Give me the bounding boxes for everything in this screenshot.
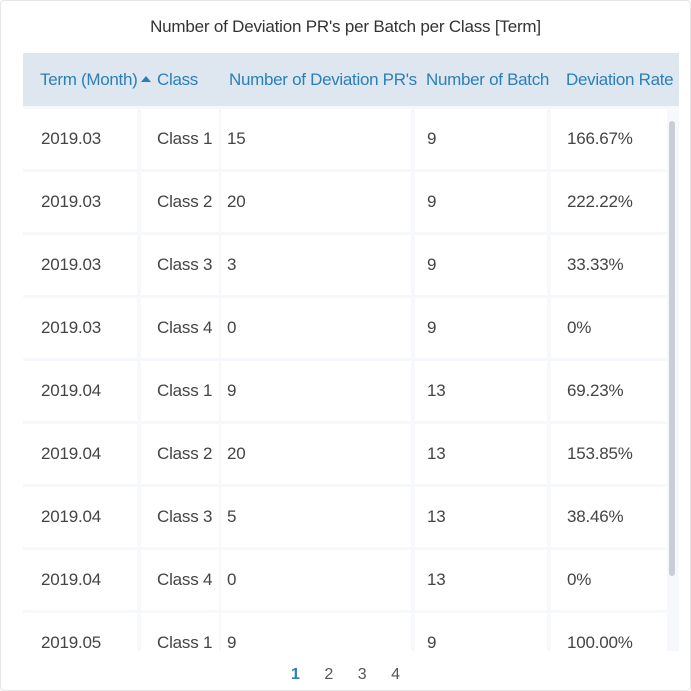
cell-class: Class 2: [141, 424, 219, 484]
table-row: 2019.04 Class 3 5 13 38.46%: [23, 484, 667, 547]
table-row: 2019.04 Class 2 20 13 153.85%: [23, 421, 667, 484]
cell-class: Class 3: [141, 487, 219, 547]
table-row: 2019.05 Class 1 9 9 100.00%: [23, 610, 667, 651]
cell-batch: 13: [415, 487, 547, 547]
cell-batch: 9: [415, 235, 547, 295]
cell-term: 2019.03: [23, 172, 137, 232]
cell-class: Class 2: [141, 172, 219, 232]
cell-deviation-prs: 0: [221, 550, 411, 610]
cell-deviation-rate: 166.67%: [551, 109, 667, 169]
page-4-link[interactable]: 4: [391, 666, 400, 683]
cell-deviation-rate: 100.00%: [551, 613, 667, 651]
cell-batch: 9: [415, 109, 547, 169]
vertical-scrollbar[interactable]: [669, 121, 675, 576]
table-header: Term (Month) Class Number of Deviation P…: [23, 53, 679, 106]
column-header-term[interactable]: Term (Month): [40, 53, 152, 106]
cell-deviation-prs: 20: [221, 424, 411, 484]
table-row: 2019.04 Class 4 0 13 0%: [23, 547, 667, 610]
cell-deviation-rate: 0%: [551, 550, 667, 610]
cell-batch: 13: [415, 361, 547, 421]
cell-class: Class 4: [141, 550, 219, 610]
column-header-class[interactable]: Class: [157, 70, 199, 89]
widget-title: Number of Deviation PR's per Batch per C…: [150, 17, 541, 36]
cell-deviation-rate: 38.46%: [551, 487, 667, 547]
cell-class: Class 3: [141, 235, 219, 295]
cell-deviation-prs: 3: [221, 235, 411, 295]
cell-term: 2019.04: [23, 424, 137, 484]
cell-term: 2019.04: [23, 550, 137, 610]
table-body[interactable]: 2019.03 Class 1 15 9 166.67% 2019.03 Cla…: [23, 106, 679, 651]
table-row: 2019.03 Class 2 20 9 222.22%: [23, 169, 667, 232]
cell-batch: 13: [415, 424, 547, 484]
cell-term: 2019.03: [23, 298, 137, 358]
column-header-batch[interactable]: Number of Batch: [426, 70, 550, 89]
page-2-link[interactable]: 2: [324, 666, 334, 683]
cell-term: 2019.04: [23, 487, 137, 547]
cell-term: 2019.04: [23, 361, 137, 421]
cell-deviation-prs: 5: [221, 487, 411, 547]
cell-batch: 13: [415, 550, 547, 610]
page-1-link[interactable]: 1: [291, 666, 300, 683]
cell-deviation-prs: 0: [221, 298, 411, 358]
cell-deviation-rate: 153.85%: [551, 424, 667, 484]
cell-deviation-prs: 9: [221, 613, 411, 651]
cell-batch: 9: [415, 613, 547, 651]
cell-batch: 9: [415, 298, 547, 358]
cell-deviation-prs: 20: [221, 172, 411, 232]
column-header-deviation-prs[interactable]: Number of Deviation PR's: [229, 70, 417, 89]
cell-deviation-prs: 9: [221, 361, 411, 421]
cell-class: Class 4: [141, 298, 219, 358]
pagination: 1 2 3 4: [1, 661, 690, 689]
table-row: 2019.03 Class 3 3 9 33.33%: [23, 232, 667, 295]
sort-up-icon[interactable]: [141, 76, 152, 83]
cell-class: Class 1: [141, 613, 219, 651]
cell-term: 2019.05: [23, 613, 137, 651]
cell-term: 2019.03: [23, 109, 137, 169]
cell-deviation-rate: 69.23%: [551, 361, 667, 421]
cell-class: Class 1: [141, 361, 219, 421]
cell-deviation-rate: 33.33%: [551, 235, 667, 295]
cell-batch: 9: [415, 172, 547, 232]
cell-deviation-rate: 222.22%: [551, 172, 667, 232]
cell-deviation-prs: 15: [221, 109, 411, 169]
column-header-deviation-rate[interactable]: Deviation Rate: [566, 70, 674, 89]
cell-class: Class 1: [141, 109, 219, 169]
cell-deviation-rate: 0%: [551, 298, 667, 358]
table-row: 2019.03 Class 4 0 9 0%: [23, 295, 667, 358]
page-3-link[interactable]: 3: [357, 666, 367, 683]
table-row: 2019.04 Class 1 9 13 69.23%: [23, 358, 667, 421]
cell-term: 2019.03: [23, 235, 137, 295]
column-header-term-label: Term (Month): [40, 70, 138, 89]
table-row: 2019.03 Class 1 15 9 166.67%: [23, 106, 667, 169]
